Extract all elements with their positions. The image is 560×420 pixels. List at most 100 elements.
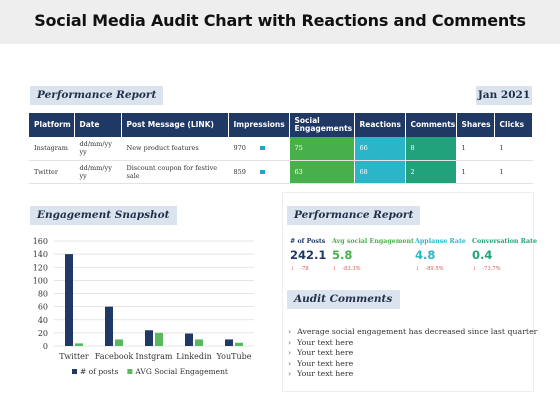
- cell-comments: 8: [405, 137, 457, 161]
- cell-impressions: 970: [228, 137, 290, 161]
- legend-label: # of posts: [80, 367, 119, 376]
- performance-table: Platform Date Post Message (LINK) Impres…: [29, 113, 533, 184]
- chevron-right-icon: ›: [288, 358, 292, 368]
- list-item: › Your text here: [288, 348, 537, 359]
- legend-swatch: [127, 369, 133, 374]
- col-header-impressions: Impressions: [228, 113, 290, 137]
- arrow-down-icon: ↓: [415, 266, 420, 272]
- metric-label: # of Posts: [290, 238, 326, 245]
- chevron-right-icon: ›: [288, 327, 292, 336]
- date-badge: Jan 2021: [476, 86, 532, 105]
- metric-value: 5.8: [332, 248, 353, 262]
- col-header-post-message: Post Message (LINK): [121, 113, 229, 137]
- cell-date: dd/mm/yy yy: [74, 137, 122, 161]
- impressions-value: 970: [233, 144, 246, 153]
- bar-posts: [145, 330, 153, 346]
- cell-post-message[interactable]: Discount coupon for festive sale: [121, 160, 229, 184]
- cell-shares: 1: [456, 160, 495, 184]
- engagement-bar-chart: 0 20 40 60 80 100 120 140 160 Twitter Facebook Inst…: [33, 237, 254, 376]
- audit-comment-text: Your text here: [297, 369, 354, 378]
- performance-report-label: Performance Report: [30, 86, 164, 105]
- metric-change: ↓ -78: [290, 266, 326, 272]
- metric-change: ↓ -73.7%: [472, 266, 537, 272]
- col-header-reactions: Reactions: [354, 113, 406, 137]
- bar-engagement: [195, 339, 203, 346]
- audit-comments-list: › Average social engagement has decreased…: [288, 327, 537, 380]
- bar-posts: [105, 306, 113, 346]
- x-tick-label: Linkedin: [176, 352, 211, 361]
- table-header-row: Platform Date Post Message (LINK) Impres…: [29, 113, 533, 137]
- y-tick-label: 100: [33, 276, 48, 285]
- legend-swatch: [72, 369, 77, 374]
- col-header-clicks: Clicks: [494, 113, 533, 137]
- chevron-right-icon: ›: [288, 369, 292, 378]
- cell-social-engagements: 75: [289, 137, 355, 161]
- y-tick-label: 140: [33, 250, 48, 259]
- metric-change: ↓ -83.3%: [332, 266, 414, 272]
- table-row: Instagram dd/mm/yy yy New product featur…: [29, 137, 533, 161]
- y-tick-label: 120: [33, 263, 48, 272]
- col-header-comments: Comments: [405, 113, 457, 137]
- y-tick-label: 60: [38, 303, 48, 312]
- metric-label: Conversation Rate: [472, 238, 538, 245]
- bar-posts: [65, 254, 73, 346]
- col-header-date: Date: [74, 113, 122, 137]
- cell-shares: 1: [456, 137, 495, 161]
- cell-reactions: 66: [354, 137, 406, 161]
- col-header-social-engagements: Social Engagements: [289, 113, 355, 137]
- metric-conversation-rate: Conversation Rate 0.4 ↓ -73.7%: [472, 238, 537, 272]
- audit-comment-text: Your text here: [297, 348, 354, 357]
- metric-value: 242.1: [290, 248, 327, 262]
- cell-date: dd/mm/yy yy: [74, 160, 122, 184]
- y-tick-label: 0: [43, 342, 48, 351]
- cell-social-engagements: 63: [289, 160, 355, 184]
- cell-comments: 2: [405, 160, 457, 184]
- metric-posts: # of Posts 242.1 ↓ -78: [290, 238, 326, 272]
- audit-comment-text: Your text here: [297, 358, 354, 368]
- metric-value: 4.8: [415, 248, 436, 262]
- legend-label: AVG Social Engagement: [134, 367, 228, 376]
- x-tick-label: Instgram: [136, 352, 173, 361]
- metric-avg-engagement: Avg social Engagement 5.8 ↓ -83.3%: [332, 238, 414, 272]
- bar-engagement: [115, 339, 123, 346]
- x-tick-label: Twitter: [59, 352, 89, 361]
- impressions-bar-icon: [259, 169, 265, 174]
- list-item: › Your text here: [288, 359, 537, 370]
- impressions-value: 859: [233, 167, 246, 176]
- cell-reactions: 68: [354, 160, 406, 184]
- audit-comment-text: Average social engagement has decreased …: [297, 327, 538, 336]
- metric-value: 0.4: [472, 248, 493, 262]
- page-title: Social Media Audit Chart with Reactions …: [34, 11, 526, 30]
- arrow-down-icon: ↓: [290, 266, 295, 272]
- x-tick-label: YouTube: [216, 352, 252, 361]
- title-bar: [0, 0, 560, 44]
- cell-platform: Twitter: [29, 160, 75, 184]
- audit-comments-label: Audit Comments: [287, 290, 400, 309]
- audit-comment-text: Your text here: [297, 337, 354, 347]
- list-item: › Your text here: [288, 369, 537, 380]
- col-header-shares: Shares: [456, 113, 495, 137]
- list-item: › Your text here: [288, 338, 537, 349]
- kpi-report-label: Performance Report: [287, 206, 421, 225]
- metric-change-value: -73.7%: [482, 266, 501, 272]
- metric-label: Applause Rate: [415, 238, 466, 245]
- cell-clicks: 1: [494, 160, 533, 184]
- metric-change-value: -78: [300, 266, 309, 272]
- table-row: Twitter dd/mm/yy yy Discount coupon for …: [29, 160, 533, 184]
- metric-applause-rate: Applause Rate 4.8 ↓ -89.5%: [415, 238, 466, 272]
- cell-post-message[interactable]: New product features: [121, 137, 229, 161]
- kpi-panel: [282, 192, 534, 392]
- x-tick-label: Facebook: [95, 352, 134, 361]
- bar-engagement: [235, 342, 243, 346]
- arrow-down-icon: ↓: [332, 266, 337, 272]
- bar-engagement: [75, 343, 83, 346]
- metric-label: Avg social Engagement: [332, 238, 414, 245]
- bar-engagement: [155, 332, 163, 346]
- y-tick-label: 80: [38, 290, 48, 299]
- metric-change: ↓ -89.5%: [415, 266, 466, 272]
- chevron-right-icon: ›: [288, 337, 292, 347]
- list-item: › Average social engagement has decreased…: [288, 327, 537, 338]
- y-tick-label: 40: [38, 316, 48, 325]
- cell-clicks: 1: [494, 137, 533, 161]
- bar-posts: [225, 339, 233, 346]
